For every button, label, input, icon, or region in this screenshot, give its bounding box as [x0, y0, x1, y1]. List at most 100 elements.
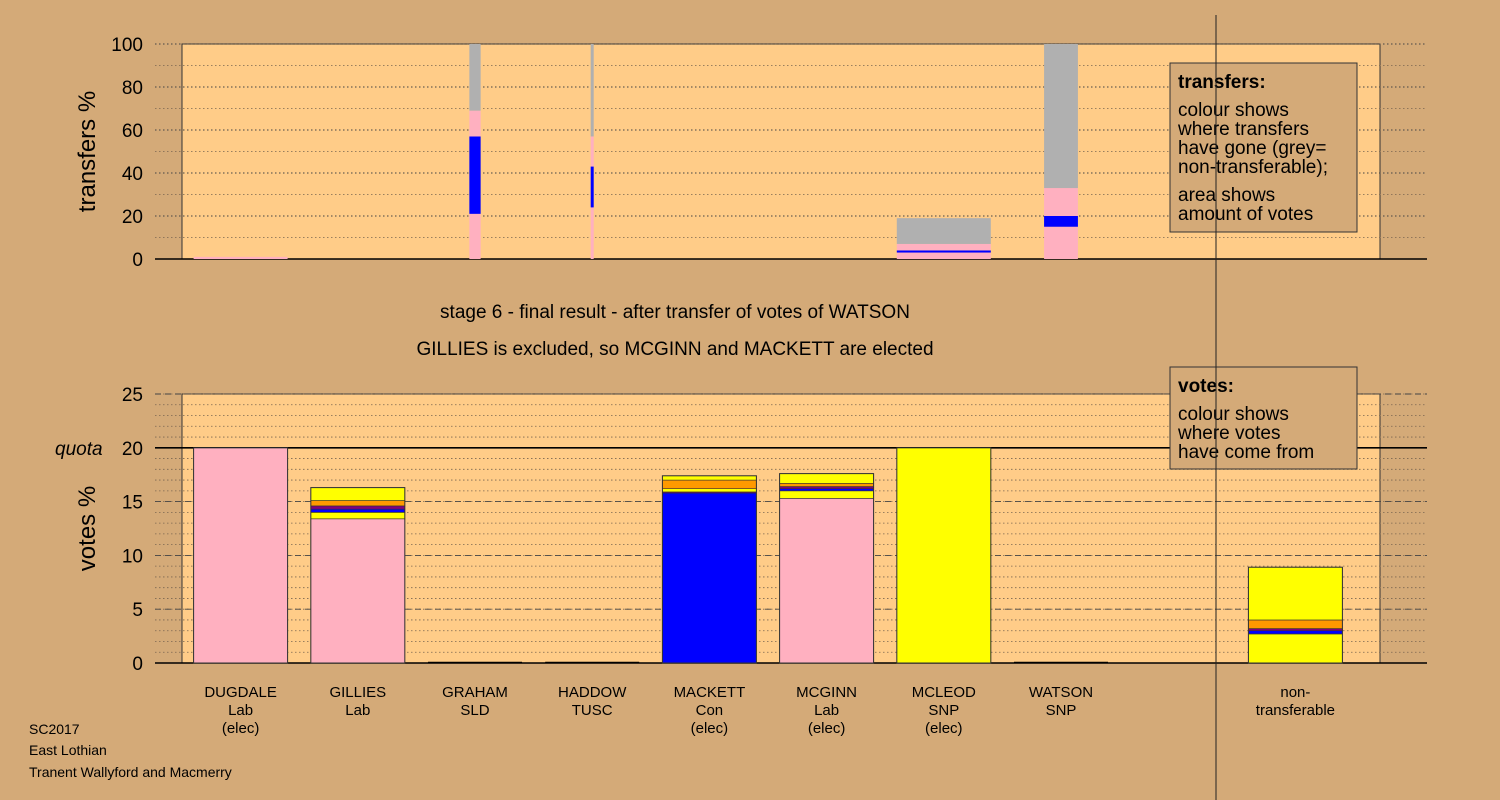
vote-bar-outline [896, 447, 992, 664]
vote-segment-sld [1248, 619, 1343, 629]
transfer-segment-graham-lab [469, 110, 481, 137]
transfers-y-tick-label: 0 [132, 250, 143, 271]
vote-segment-tusc [779, 486, 874, 489]
transfers-legend-box [1169, 62, 1358, 233]
vote-segment-con [310, 508, 406, 513]
vote-bar-outline [779, 473, 875, 664]
transfer-segment-mcleod-con [896, 250, 991, 253]
transfers-y-axis-title: transfers % [74, 91, 101, 212]
vote-segment-snp [662, 488, 757, 493]
result-text: GILLIES is excluded, so MCGINN and MACKE… [416, 339, 933, 360]
transfers-y-tick-label: 40 [122, 164, 143, 185]
candidate-label: SNP [1046, 702, 1077, 719]
vote-segment-snp [1248, 633, 1343, 664]
candidate-label: GILLIES [329, 684, 386, 701]
vote-segment-lab [310, 518, 406, 664]
votes-plot: 0 5 10 15 20 25 votes % quota votes: colour shows… [55, 366, 1427, 737]
transfers-legend-text: amount of votes [1178, 204, 1313, 225]
vote-segment-con [779, 488, 874, 492]
candidate-label: (elec) [925, 720, 963, 737]
transfer-segment-watson-lab [1044, 188, 1078, 216]
vote-bar-outline [661, 475, 757, 664]
votes-legend-text: have come from [1178, 442, 1314, 463]
vote-segment-snp [779, 473, 874, 484]
transfers-legend-title: transfers: [1178, 72, 1266, 93]
votes-legend-text: where votes [1177, 423, 1280, 444]
transfer-segment-graham-nontransferable [469, 44, 481, 111]
vote-bar-outline [1247, 566, 1343, 664]
transfer-segment-watson-lab [1044, 226, 1078, 259]
votes-legend-text: colour shows [1178, 404, 1289, 425]
transfers-legend-text: non-transferable); [1178, 157, 1328, 178]
transfer-segment-graham-con [469, 136, 481, 214]
votes-legend-title: votes: [1178, 376, 1234, 397]
transfer-segment-haddow-nontransferable [590, 44, 594, 137]
candidate-label: SLD [460, 702, 489, 719]
vote-segment-lab [193, 447, 288, 664]
candidate-label: Con [696, 702, 724, 719]
vote-segment-snp [310, 512, 406, 520]
transfers-legend-text: colour shows [1178, 100, 1289, 121]
footer-council: East Lothian [29, 742, 107, 758]
vote-segment-sld [779, 483, 874, 487]
candidate-label: transferable [1256, 702, 1335, 719]
transfer-segment-watson-nontransferable [1044, 44, 1078, 189]
vote-segment-con [1248, 630, 1343, 635]
vote-segment-tusc [1248, 628, 1343, 632]
vote-segment-snp [896, 447, 992, 664]
candidate-label: (elec) [691, 720, 729, 737]
transfer-segment-dugdale-lab [193, 256, 288, 259]
transfers-legend-text: where transfers [1177, 119, 1309, 140]
candidate-label: (elec) [222, 720, 260, 737]
vote-segment-con [662, 492, 757, 664]
vote-segment-snp [1248, 566, 1343, 621]
vote-bar-outline [310, 487, 406, 664]
quota-label: quota [55, 439, 103, 460]
vote-segment-tusc [310, 505, 406, 510]
vote-bar-outline [193, 447, 289, 664]
stage-title: stage 6 - final result - after transfer … [440, 302, 910, 323]
footer-ward: Tranent Wallyford and Macmerry [29, 764, 232, 780]
votes-y-tick-label: 5 [132, 600, 143, 621]
vote-segment-lab [779, 498, 874, 664]
footer-election: SC2017 [29, 721, 80, 737]
candidate-label: MCGINN [796, 684, 857, 701]
votes-y-tick-label: 20 [122, 439, 143, 460]
candidate-label: MACKETT [674, 684, 746, 701]
transfers-legend-text: area shows [1178, 185, 1275, 206]
candidate-label: SNP [928, 702, 959, 719]
vote-segment-snp [662, 475, 757, 481]
votes-legend-box [1169, 366, 1358, 470]
transfers-y-tick-label: 60 [122, 121, 143, 142]
vote-segment-sld [310, 500, 406, 507]
votes-y-tick-label: 10 [122, 546, 143, 567]
transfer-segment-haddow-con [590, 166, 594, 208]
transfer-segment-mcleod-lab [896, 243, 991, 251]
candidate-label: GRAHAM [442, 684, 508, 701]
transfer-segment-mcleod-lab [896, 252, 991, 259]
votes-y-tick-label: 15 [122, 493, 143, 514]
transfer-segment-haddow-lab [590, 207, 594, 259]
transfers-y-tick-label: 20 [122, 207, 143, 228]
vote-segment-sld [662, 479, 757, 489]
candidate-label: Lab [228, 702, 253, 719]
transfer-segment-graham-lab [469, 213, 481, 259]
transfers-legend-text: have gone (grey= [1178, 138, 1326, 159]
candidate-label: TUSC [572, 702, 613, 719]
candidate-label: HADDOW [558, 684, 627, 701]
vote-segment-snp [779, 490, 874, 499]
candidate-label: Lab [814, 702, 839, 719]
candidate-label: MCLEOD [912, 684, 976, 701]
transfer-segment-mcleod-nontransferable [896, 218, 991, 244]
candidate-label: WATSON [1029, 684, 1093, 701]
votes-y-axis-title: votes % [74, 486, 101, 571]
transfer-segment-watson-con [1044, 216, 1078, 227]
transfers-y-tick-label: 100 [111, 35, 143, 56]
candidate-label: (elec) [808, 720, 846, 737]
votes-y-tick-label: 0 [132, 654, 143, 675]
transfers-plot: 0 20 40 60 80 100 transfers % transfers: colour … [74, 35, 1427, 271]
votes-y-tick-label: 25 [122, 385, 143, 406]
transfer-segment-haddow-lab [590, 136, 594, 167]
candidate-label: non- [1280, 684, 1310, 701]
